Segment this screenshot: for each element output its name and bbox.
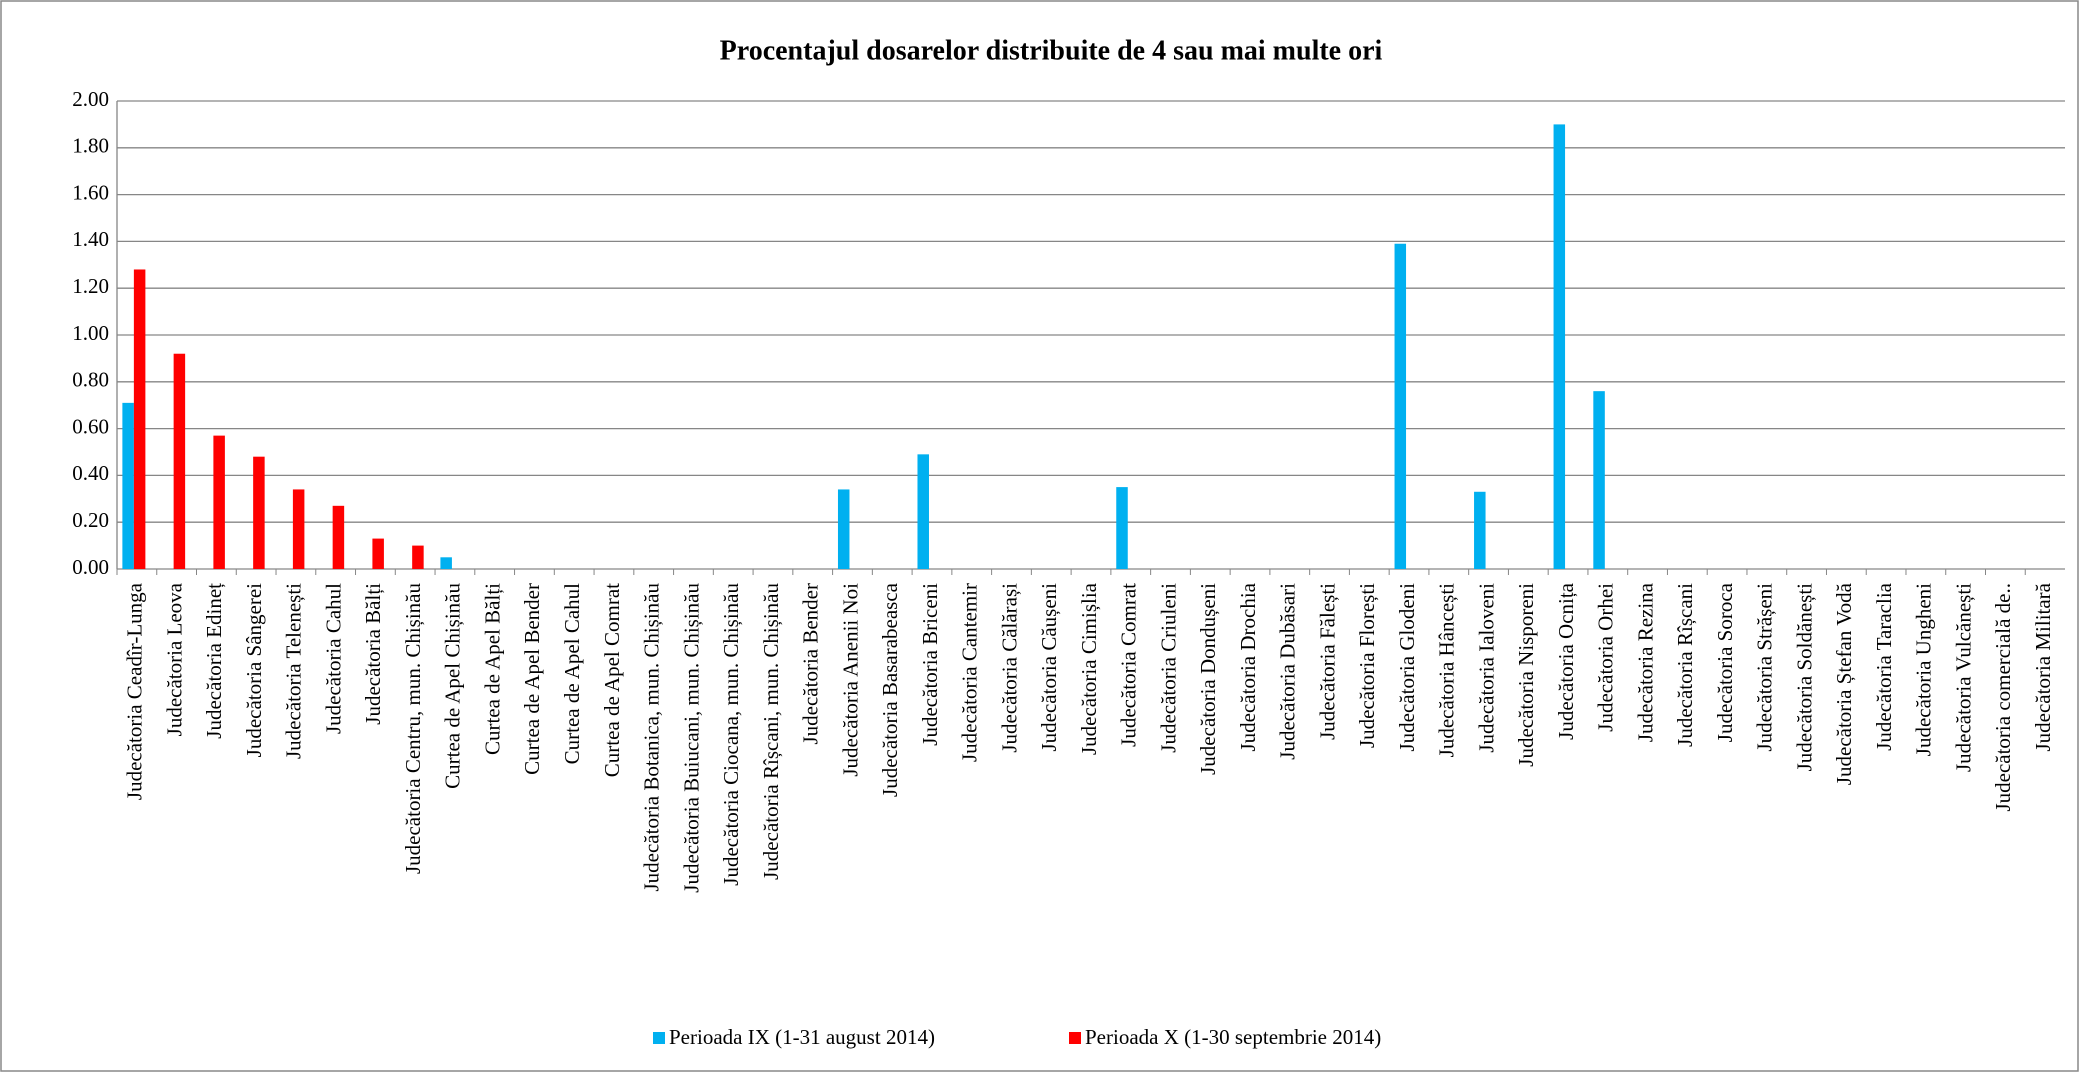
x-tick-label: Judecătoria Centru, mun. Chișinău [401,583,425,875]
bar [1593,391,1605,569]
x-tick-label: Judecătoria Soroca [1713,582,1737,742]
x-tick-label: Curtea de Apel Bălți [480,583,504,755]
x-tick-label: Judecătoria Cantemir [958,583,982,762]
x-tick-label: Judecătoria Militară [2031,582,2055,751]
x-tick-label: Judecătoria comercială de.. [1991,583,2015,812]
x-tick-label: Judecătoria Nisporeni [1514,583,1538,767]
y-tick-label: 1.80 [72,134,109,158]
x-tick-label: Judecătoria Ceadîr-Lunga [123,582,147,800]
x-tick-label: Judecătoria Glodeni [1395,583,1419,752]
x-tick-label: Judecătoria Basarabeasca [878,582,902,797]
y-tick-label: 0.00 [72,555,109,579]
bar [1116,487,1128,569]
bar [332,505,345,569]
x-tick-label: Judecătoria Ștefan Vodă [1832,582,1856,785]
x-tick-label: Judecătoria Ciocana, mun. Chișinău [719,583,743,886]
x-tick-label: Judecătoria Edineț [202,583,226,739]
x-tick-label: Curtea de Apel Chișinău [441,583,465,789]
x-tick-label: Curtea de Apel Bender [520,583,544,775]
x-tick-label: Judecătoria Botanica, mun. Chișinău [640,583,664,892]
x-tick-label: Judecătoria Florești [1355,583,1379,748]
x-tick-label: Judecătoria Fălești [1315,583,1339,740]
y-tick-label: 1.00 [72,321,109,345]
x-tick-label: Judecătoria Cimișlia [1077,582,1101,755]
x-tick-label: Judecătoria Orhei [1594,583,1618,732]
x-tick-label: Judecătoria Călărași [997,583,1021,753]
bar [412,545,424,569]
x-tick-label: Judecătoria Rîșcani [1673,583,1697,747]
y-tick-label: 0.40 [72,461,109,485]
bar [122,402,134,569]
x-tick-label: Judecătoria Bender [799,583,823,745]
bar [292,489,305,569]
x-tick-label: Judecătoria Vulcănești [1951,583,1975,772]
x-tick-label: Judecătoria Drochia [1236,582,1260,751]
bar [917,454,929,569]
y-tick-label: 1.60 [72,180,109,204]
y-tick-label: 1.20 [72,274,109,298]
x-tick-label: Judecătoria Anenii Noi [838,583,862,777]
x-tick-label: Judecătoria Bălți [361,583,385,725]
y-tick-label: 0.60 [72,414,109,438]
x-tick-label: Judecătoria Buiucani, mun. Chișinău [679,583,703,893]
bar [253,456,265,569]
y-tick-label: 2.00 [72,87,109,111]
x-tick-label: Judecătoria Taraclia [1872,582,1896,750]
legend-label: Perioada IX (1-31 august 2014) [669,1025,935,1049]
x-tick-label: Judecătoria Strășeni [1753,583,1777,752]
x-tick-label: Judecătoria Sângerei [242,583,266,758]
x-tick-label: Judecătoria Ocnița [1554,582,1578,740]
x-tick-label: Judecătoria Căușeni [1037,583,1061,752]
x-tick-label: Curtea de Apel Comrat [600,583,624,777]
legend-swatch [1069,1032,1081,1044]
bar [213,435,225,569]
x-tick-label: Judecătoria Telenești [282,583,306,759]
x-tick-label: Judecătoria Dubăsari [1276,583,1300,760]
x-tick-label: Judecătoria Dondușeni [1196,583,1220,775]
bar [837,489,850,569]
x-tick-label: Curtea de Apel Cahul [560,583,584,765]
bar [1553,124,1566,570]
x-tick-label: Judecătoria Comrat [1117,583,1141,747]
bar [440,557,452,569]
x-tick-label: Judecătoria Ungheni [1912,583,1936,756]
y-tick-label: 0.80 [72,368,109,392]
y-tick-label: 0.20 [72,508,109,532]
x-tick-label: Judecătoria Hâncești [1435,583,1459,758]
bar [1394,243,1407,570]
bar [1474,491,1486,569]
legend-label: Perioada X (1-30 septembrie 2014) [1085,1025,1381,1049]
bar [133,269,146,569]
x-tick-label: Judecătoria Criuleni [1156,583,1180,753]
x-tick-label: Judecătoria Ialoveni [1474,583,1498,753]
bar [372,538,384,569]
legend-swatch [653,1032,665,1044]
x-tick-label: Judecătoria Rîșcani, mun. Chișinău [759,583,783,880]
chart-title: Procentajul dosarelor distribuite de 4 s… [720,35,1383,66]
y-tick-label: 1.40 [72,227,109,251]
bar [173,353,186,569]
x-tick-label: Judecătoria Briceni [918,583,942,746]
x-tick-label: Judecătoria Soldănești [1792,583,1816,772]
x-tick-label: Judecătoria Rezina [1633,582,1657,742]
x-tick-label: Judecătoria Leova [162,582,186,736]
x-tick-label: Judecătoria Cahul [321,583,345,734]
